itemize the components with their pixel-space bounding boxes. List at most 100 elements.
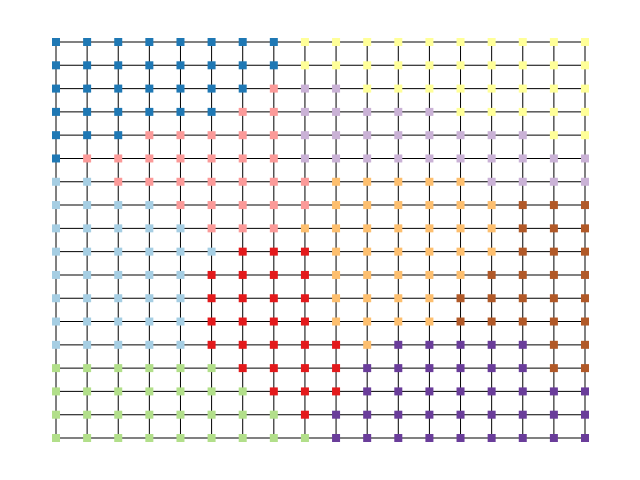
node bbox=[52, 247, 60, 256]
node bbox=[518, 107, 527, 116]
node bbox=[425, 270, 434, 279]
node bbox=[269, 364, 278, 373]
node bbox=[456, 434, 465, 442]
node bbox=[83, 61, 92, 70]
node bbox=[518, 38, 527, 46]
node bbox=[363, 107, 372, 116]
node bbox=[176, 201, 185, 210]
node bbox=[145, 247, 154, 256]
node bbox=[363, 364, 372, 373]
node bbox=[207, 364, 216, 373]
node bbox=[581, 107, 589, 116]
node bbox=[581, 364, 589, 373]
node bbox=[518, 410, 527, 419]
node bbox=[425, 107, 434, 116]
node bbox=[363, 61, 372, 70]
node bbox=[145, 340, 154, 349]
node bbox=[332, 107, 341, 116]
node bbox=[332, 434, 341, 442]
node bbox=[238, 270, 247, 279]
node bbox=[549, 131, 558, 140]
node bbox=[549, 61, 558, 70]
node bbox=[581, 410, 589, 419]
node bbox=[332, 201, 341, 210]
node bbox=[300, 38, 309, 46]
node bbox=[363, 270, 372, 279]
node bbox=[425, 387, 434, 396]
node bbox=[207, 131, 216, 140]
node bbox=[114, 84, 123, 93]
node bbox=[394, 131, 403, 140]
node bbox=[145, 154, 154, 163]
node bbox=[83, 224, 92, 233]
node bbox=[114, 410, 123, 419]
node bbox=[425, 340, 434, 349]
node bbox=[238, 84, 247, 93]
node bbox=[363, 224, 372, 233]
node bbox=[425, 317, 434, 326]
node bbox=[487, 107, 496, 116]
node bbox=[581, 247, 589, 256]
node bbox=[487, 224, 496, 233]
node bbox=[269, 84, 278, 93]
node bbox=[332, 84, 341, 93]
node bbox=[176, 224, 185, 233]
node bbox=[238, 317, 247, 326]
node bbox=[549, 84, 558, 93]
node bbox=[549, 107, 558, 116]
node bbox=[145, 38, 154, 46]
node bbox=[332, 317, 341, 326]
node bbox=[394, 410, 403, 419]
node bbox=[581, 201, 589, 210]
node bbox=[487, 201, 496, 210]
node bbox=[52, 61, 60, 70]
node bbox=[207, 387, 216, 396]
node bbox=[83, 317, 92, 326]
node bbox=[114, 131, 123, 140]
node bbox=[114, 364, 123, 373]
node bbox=[394, 224, 403, 233]
node bbox=[52, 364, 60, 373]
node bbox=[456, 387, 465, 396]
node bbox=[425, 364, 434, 373]
node bbox=[145, 131, 154, 140]
node bbox=[238, 38, 247, 46]
node bbox=[114, 317, 123, 326]
node bbox=[456, 84, 465, 93]
node bbox=[394, 177, 403, 186]
node bbox=[83, 434, 92, 442]
node bbox=[487, 61, 496, 70]
node bbox=[581, 84, 589, 93]
node bbox=[207, 247, 216, 256]
node bbox=[456, 317, 465, 326]
node bbox=[518, 224, 527, 233]
node bbox=[238, 387, 247, 396]
node bbox=[145, 61, 154, 70]
node bbox=[300, 317, 309, 326]
node bbox=[363, 340, 372, 349]
node bbox=[269, 410, 278, 419]
node bbox=[549, 317, 558, 326]
node bbox=[363, 84, 372, 93]
node bbox=[176, 84, 185, 93]
node bbox=[456, 294, 465, 303]
node bbox=[114, 38, 123, 46]
node bbox=[518, 247, 527, 256]
node bbox=[518, 364, 527, 373]
node bbox=[549, 38, 558, 46]
node bbox=[549, 247, 558, 256]
node bbox=[456, 154, 465, 163]
node bbox=[207, 177, 216, 186]
node bbox=[332, 364, 341, 373]
node bbox=[238, 61, 247, 70]
node bbox=[456, 107, 465, 116]
node bbox=[83, 364, 92, 373]
node bbox=[238, 340, 247, 349]
node bbox=[425, 247, 434, 256]
node bbox=[52, 107, 60, 116]
node bbox=[83, 107, 92, 116]
node bbox=[114, 154, 123, 163]
node bbox=[487, 270, 496, 279]
node bbox=[114, 177, 123, 186]
node bbox=[52, 294, 60, 303]
